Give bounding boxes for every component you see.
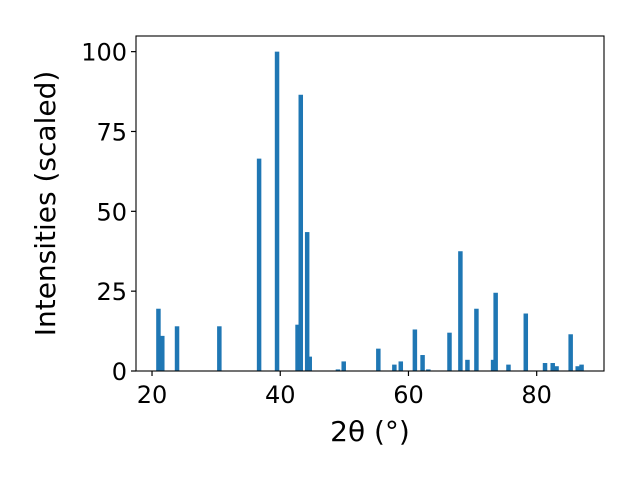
y-axis-ticks: 0 25 50 75 100 <box>81 39 136 386</box>
bar <box>575 366 580 371</box>
bar <box>458 251 463 371</box>
y-tick-label: 50 <box>96 198 127 226</box>
bar <box>274 51 280 372</box>
bar <box>376 348 381 371</box>
x-tick-label: 60 <box>393 381 424 409</box>
bar <box>398 361 404 371</box>
y-tick-label: 75 <box>96 118 127 146</box>
x-tick-label: 20 <box>137 381 168 409</box>
bar <box>304 232 310 371</box>
bar <box>298 94 304 371</box>
bar <box>579 364 584 371</box>
bar <box>217 326 222 371</box>
bar <box>420 355 425 371</box>
bar <box>493 292 498 371</box>
bar <box>426 369 431 371</box>
bar <box>550 363 555 371</box>
bar <box>554 366 559 371</box>
bar <box>465 359 470 371</box>
plot-frame <box>135 35 605 372</box>
bar <box>474 308 479 371</box>
bar <box>341 361 346 371</box>
x-tick-label: 40 <box>265 381 296 409</box>
y-tick-label: 25 <box>96 278 127 306</box>
bar <box>412 329 418 371</box>
y-axis-label: Intensities (scaled) <box>29 71 62 337</box>
x-tick-label: 80 <box>521 381 552 409</box>
bar <box>256 158 262 371</box>
bar <box>490 359 496 371</box>
bar <box>174 326 180 371</box>
bar <box>295 324 300 371</box>
bar <box>307 356 312 371</box>
bars-group <box>156 51 584 372</box>
bar <box>506 364 511 371</box>
bar <box>523 313 529 371</box>
x-axis-ticks: 20 40 60 80 <box>137 371 552 409</box>
bar <box>335 369 341 371</box>
bar <box>392 364 397 371</box>
bar <box>568 334 573 371</box>
bar <box>160 335 165 371</box>
x-axis-label: 2θ (°) <box>330 415 410 448</box>
y-tick-label: 100 <box>81 39 127 67</box>
y-tick-label: 0 <box>112 358 127 386</box>
bar <box>156 308 161 371</box>
bar <box>447 332 452 371</box>
bar <box>542 363 548 371</box>
